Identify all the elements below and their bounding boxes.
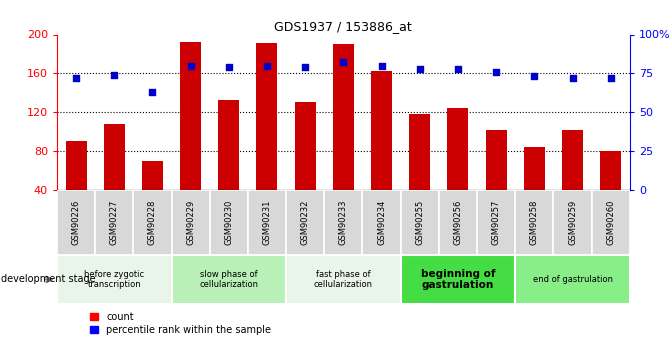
Text: slow phase of
cellularization: slow phase of cellularization — [199, 270, 259, 289]
Text: GSM90232: GSM90232 — [301, 200, 310, 245]
Point — [147, 89, 157, 95]
Text: before zygotic
transcription: before zygotic transcription — [84, 270, 144, 289]
Bar — [409, 114, 430, 190]
Title: GDS1937 / 153886_at: GDS1937 / 153886_at — [275, 20, 412, 33]
Bar — [324, 190, 362, 255]
Bar — [210, 190, 248, 255]
Point — [567, 75, 578, 81]
Text: GSM90258: GSM90258 — [530, 200, 539, 245]
Bar — [515, 255, 630, 304]
Bar — [104, 124, 125, 190]
Text: GSM90229: GSM90229 — [186, 200, 195, 245]
Bar — [439, 190, 477, 255]
Text: GSM90257: GSM90257 — [492, 200, 500, 245]
Bar — [515, 190, 553, 255]
Bar — [553, 190, 592, 255]
Bar — [257, 43, 277, 190]
Point — [261, 63, 272, 68]
Text: GSM90255: GSM90255 — [415, 200, 424, 245]
Bar — [371, 71, 392, 190]
Bar — [133, 190, 172, 255]
Legend: count, percentile rank within the sample: count, percentile rank within the sample — [90, 312, 271, 335]
Text: GSM90259: GSM90259 — [568, 200, 577, 245]
Bar — [286, 190, 324, 255]
Bar — [95, 190, 133, 255]
Point — [185, 63, 196, 68]
Bar — [448, 108, 468, 190]
Bar — [477, 190, 515, 255]
Bar — [401, 190, 439, 255]
Bar — [172, 255, 286, 304]
Point — [452, 66, 463, 71]
Bar — [486, 130, 507, 190]
Point — [490, 69, 501, 75]
Point — [529, 74, 539, 79]
Point — [605, 75, 616, 81]
Point — [109, 72, 119, 78]
Text: fast phase of
cellularization: fast phase of cellularization — [314, 270, 373, 289]
Bar — [562, 130, 583, 190]
Text: GSM90260: GSM90260 — [606, 200, 615, 245]
Bar — [362, 190, 401, 255]
Text: GSM90228: GSM90228 — [148, 200, 157, 245]
Bar — [286, 255, 401, 304]
Text: GSM90256: GSM90256 — [454, 200, 462, 245]
Bar — [401, 255, 515, 304]
Point — [414, 66, 425, 71]
Text: GSM90226: GSM90226 — [72, 200, 80, 245]
Bar — [600, 151, 621, 190]
Text: GSM90231: GSM90231 — [263, 200, 271, 245]
Bar — [333, 44, 354, 190]
Bar — [524, 147, 545, 190]
Point — [70, 75, 81, 81]
Point — [376, 63, 387, 68]
Text: development stage: development stage — [1, 275, 95, 284]
Text: GSM90227: GSM90227 — [110, 200, 119, 245]
Bar — [57, 190, 95, 255]
Text: end of gastrulation: end of gastrulation — [533, 275, 612, 284]
Bar — [295, 102, 316, 190]
Bar — [248, 190, 286, 255]
Bar — [218, 100, 239, 190]
Point — [223, 64, 234, 70]
Bar — [142, 161, 163, 190]
Point — [338, 60, 348, 65]
Text: GSM90233: GSM90233 — [339, 200, 348, 245]
Point — [299, 64, 310, 70]
Text: beginning of
gastrulation: beginning of gastrulation — [421, 269, 495, 290]
Bar — [180, 42, 201, 190]
Bar — [57, 255, 172, 304]
Text: GSM90230: GSM90230 — [224, 200, 233, 245]
Bar — [66, 141, 86, 190]
Bar — [592, 190, 630, 255]
Text: GSM90234: GSM90234 — [377, 200, 386, 245]
Bar — [172, 190, 210, 255]
